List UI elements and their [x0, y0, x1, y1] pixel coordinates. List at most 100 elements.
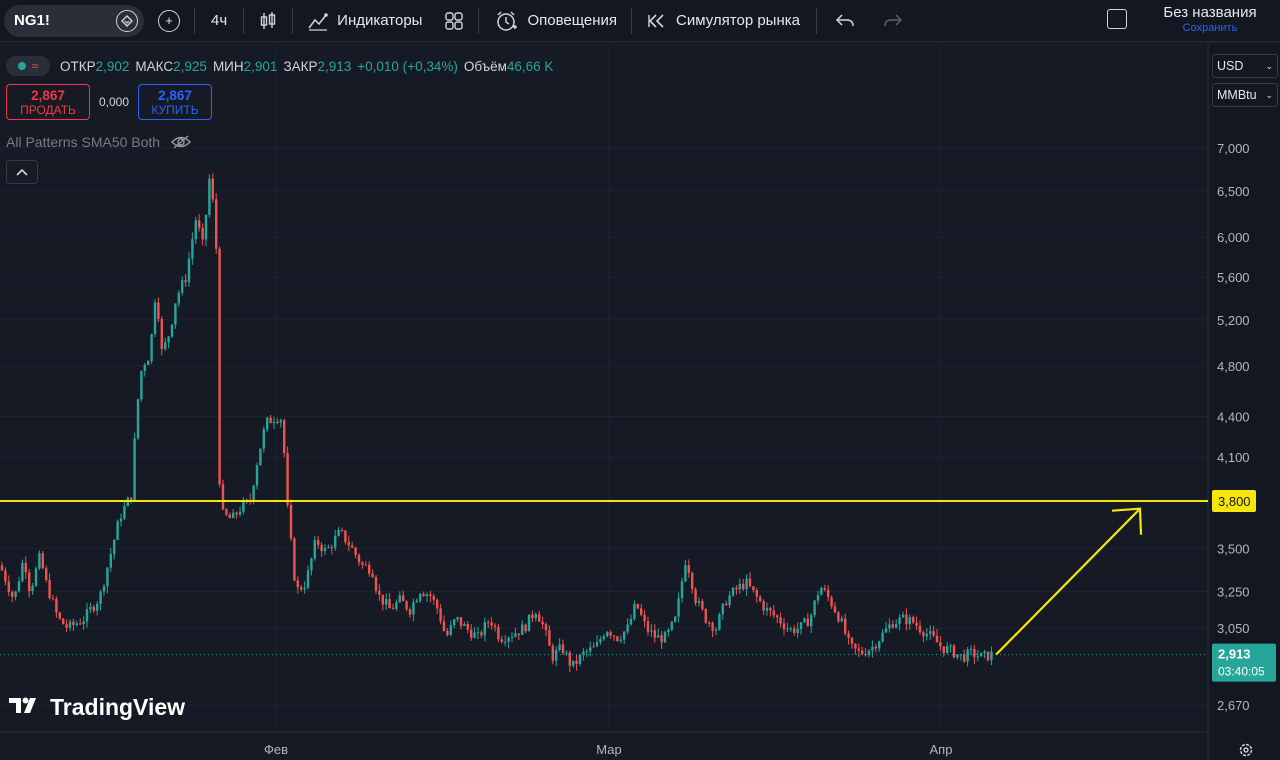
- candle: [684, 560, 687, 583]
- redo-button[interactable]: [869, 0, 917, 42]
- candle: [626, 617, 629, 635]
- layout-save-area[interactable]: Без названия Сохранить: [1150, 4, 1270, 34]
- open-value: 2,902: [95, 58, 130, 74]
- candle: [160, 316, 163, 356]
- price-tick-label: 5,600: [1217, 270, 1250, 285]
- candle: [650, 624, 653, 637]
- candle: [232, 509, 235, 519]
- candle: [616, 635, 619, 643]
- compare-diamond-icon[interactable]: [116, 9, 138, 32]
- symbol-search[interactable]: NG1!: [4, 4, 144, 37]
- candle: [347, 535, 350, 552]
- candle: [500, 635, 503, 644]
- candle: [708, 620, 711, 627]
- candle: [446, 628, 449, 637]
- time-axis[interactable]: Фев Мар Апр: [264, 742, 952, 757]
- market-status-pill[interactable]: ≈: [6, 56, 50, 76]
- candle: [755, 587, 758, 603]
- unit-select[interactable]: MMBtu ⌄: [1212, 83, 1278, 107]
- level-price-badge[interactable]: [1212, 490, 1256, 513]
- candle: [249, 493, 252, 505]
- candle: [687, 559, 690, 578]
- candle: [204, 214, 208, 247]
- candle: [228, 512, 231, 519]
- candle: [493, 623, 497, 632]
- candle: [442, 615, 446, 632]
- chart-type-button[interactable]: [244, 0, 292, 42]
- replay-button[interactable]: Симулятор рынка: [632, 0, 816, 42]
- candle: [847, 630, 850, 645]
- toolbar-divider: [292, 7, 294, 34]
- collapse-legend-button[interactable]: [6, 160, 38, 184]
- currency-select[interactable]: USD ⌄: [1212, 54, 1278, 78]
- candle: [779, 612, 782, 628]
- candle: [738, 578, 741, 595]
- candle: [619, 635, 622, 644]
- indicators-button[interactable]: Индикаторы: [293, 0, 434, 42]
- candle: [527, 614, 531, 632]
- candle: [425, 592, 429, 602]
- candle: [116, 519, 119, 541]
- indicator-legend[interactable]: All Patterns SMA50 Both: [6, 134, 192, 150]
- time-tick-label: Апр: [930, 742, 953, 757]
- candle: [218, 246, 221, 488]
- eye-hidden-icon[interactable]: [170, 134, 192, 150]
- candle: [925, 628, 928, 641]
- candle: [92, 604, 95, 614]
- price-tick-label: 4,800: [1217, 359, 1250, 374]
- interval-button[interactable]: 4ч: [211, 12, 228, 29]
- projection-arrow[interactable]: [995, 507, 1143, 656]
- candle: [691, 571, 694, 594]
- price-tick-label: 3,500: [1217, 542, 1250, 557]
- candle: [374, 574, 378, 594]
- close-value: 2,913: [317, 58, 352, 74]
- candle: [483, 617, 486, 642]
- candle: [653, 624, 656, 643]
- price-axis[interactable]: 7,000 6,500 6,000 5,600 5,200 4,800 4,400 4,100…: [1210, 44, 1280, 760]
- candle: [602, 633, 605, 641]
- candle: [915, 616, 918, 630]
- candle: [45, 565, 48, 583]
- candle: [58, 611, 61, 621]
- candle: [939, 635, 942, 651]
- symbol-name[interactable]: NG1!: [14, 12, 50, 29]
- candle: [106, 567, 109, 594]
- alerts-button[interactable]: Оповещения: [479, 0, 631, 42]
- save-link[interactable]: Сохранить: [1182, 22, 1238, 34]
- candle: [109, 548, 112, 572]
- candle: [660, 630, 663, 650]
- layout-title[interactable]: Без названия: [1163, 4, 1257, 21]
- candle: [745, 574, 748, 596]
- candle: [918, 620, 922, 635]
- candle-series: [0, 173, 993, 673]
- templates-button[interactable]: [434, 0, 478, 42]
- candle: [643, 609, 646, 628]
- candle: [575, 654, 578, 671]
- settings-gear-icon[interactable]: [1236, 740, 1256, 760]
- candle: [490, 617, 493, 630]
- candle: [272, 416, 276, 430]
- candle: [932, 625, 935, 638]
- candle: [436, 598, 439, 614]
- candle: [68, 619, 72, 631]
- add-symbol-button[interactable]: +: [144, 0, 194, 42]
- candle: [99, 589, 102, 611]
- candle: [810, 613, 813, 634]
- buy-button[interactable]: 2,867 КУПИТЬ: [138, 84, 212, 120]
- sell-button[interactable]: 2,867 ПРОДАТЬ: [6, 84, 90, 120]
- candle: [599, 636, 602, 645]
- indicator-name[interactable]: All Patterns SMA50 Both: [6, 134, 161, 150]
- candle: [184, 273, 187, 287]
- last-price-badge[interactable]: [1212, 643, 1276, 682]
- candle: [711, 621, 714, 638]
- candle: [402, 590, 405, 602]
- undo-button[interactable]: [817, 0, 869, 42]
- candle: [674, 615, 677, 623]
- layout-select-icon[interactable]: [1107, 9, 1127, 29]
- candle: [337, 526, 340, 537]
- candle: [946, 641, 949, 655]
- candle: [422, 591, 425, 597]
- candle: [748, 572, 752, 588]
- price-tick-label: 4,400: [1217, 409, 1250, 424]
